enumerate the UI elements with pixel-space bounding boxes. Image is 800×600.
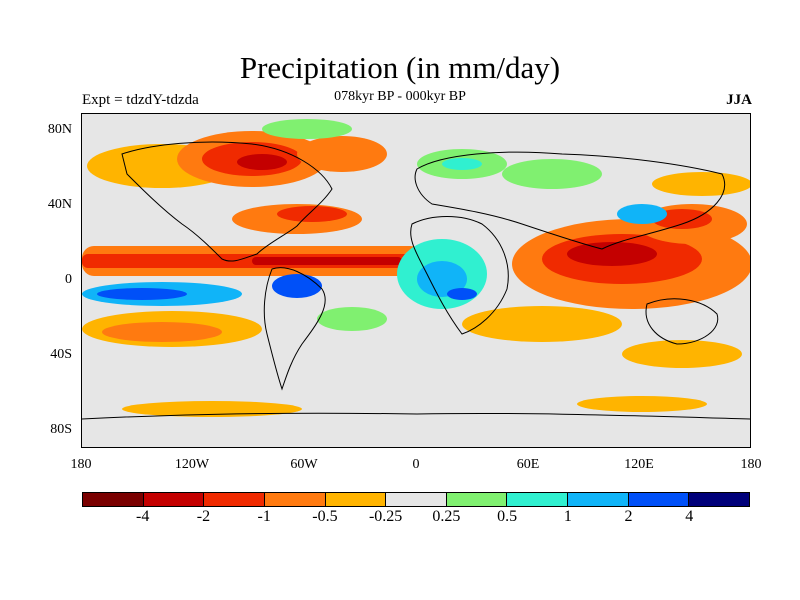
lon-label-180e: 180 [740,457,762,472]
coastlines [82,141,750,420]
lon-label-120w: 120W [174,457,210,472]
anomaly-south-pacific-wet-core [97,288,187,300]
lat-label-40s: 40S [50,347,72,362]
map-title: Precipitation (in mm/day) [239,50,561,85]
colorbar-label-5: 0.25 [432,508,461,525]
anomaly-itcz-dry-core [252,257,402,265]
colorbar-swatch-4 [325,493,387,506]
anomaly-greenland-dry [297,136,387,172]
coastline-australia [645,298,719,345]
anomaly-africa-wet-strong [447,288,477,300]
precipitation-map [81,113,751,448]
anomaly-africa-wet-core [417,261,467,297]
anomaly-north-america-dry-strong [237,154,287,170]
anomaly-southern-ocean-east-dry [577,396,707,412]
anomaly-east-asia-wet [617,204,667,224]
anomaly-north-atlantic-dry-core [277,206,347,222]
coastline-eurasia [414,151,726,250]
colorbar-label-8: 2 [624,508,633,525]
colorbar-label-7: 1 [563,508,572,525]
coastline-africa [410,216,509,335]
anomaly-southern-ocean-dry [122,401,302,417]
colorbar-swatch-9 [628,493,690,506]
anomaly-indian-ocean-dry [462,306,622,342]
colorbar-label-0: -4 [136,508,150,525]
coastline-south-america [263,267,326,391]
lon-label-0: 0 [412,457,420,472]
lon-label-60e: 60E [516,457,540,472]
lat-label-80s: 80S [50,422,72,437]
anomaly-south-atlantic-wet [317,307,387,331]
map-svg [82,114,750,447]
colorbar-swatch-0 [83,493,144,506]
lon-label-180w: 180 [70,457,92,472]
colorbar-label-6: 0.5 [497,508,518,525]
colorbar-swatch-7 [507,493,569,506]
anomaly-europe-wet-core [442,158,482,170]
anomaly-maritime-dry-strong [567,242,657,266]
lon-label-120e: 120E [624,457,654,472]
lat-label-0: 0 [65,272,72,287]
anomaly-north-asia-dry [652,172,750,196]
lat-label-40n: 40N [47,197,72,212]
coastline-antarctica [82,412,750,420]
colorbar-label-4: -0.25 [368,508,403,525]
colorbar-label-2: -1 [257,508,271,525]
colorbar-swatch-1 [143,493,205,506]
colorbar-swatch-6 [446,493,508,506]
colorbar [82,492,750,507]
anomaly-siberia-wet [502,159,602,189]
anomaly-south-indian-dry [622,340,742,368]
experiment-label: Expt = tdzdY-tdzda [82,92,199,108]
colorbar-swatch-3 [264,493,326,506]
colorbar-swatch-8 [568,493,629,506]
colorbar-label-1: -2 [196,508,211,525]
period-label: 078kyr BP - 000kyr BP [334,89,466,104]
colorbar-swatch-2 [204,493,265,506]
colorbar-swatch-10 [689,493,750,506]
coastline-north-america [121,141,333,262]
colorbar-swatch-5 [386,493,447,506]
lat-label-80n: 80N [47,122,72,137]
colorbar-label-9: 4 [685,508,694,525]
anomaly-arctic-wet [262,119,352,139]
season-label: JJA [726,92,752,108]
colorbar-label-3: -0.5 [312,508,338,525]
anomaly-amazon-wet [272,274,322,298]
lon-label-60w: 60W [290,457,318,472]
anomaly-south-pacific-dry-core [102,322,222,342]
